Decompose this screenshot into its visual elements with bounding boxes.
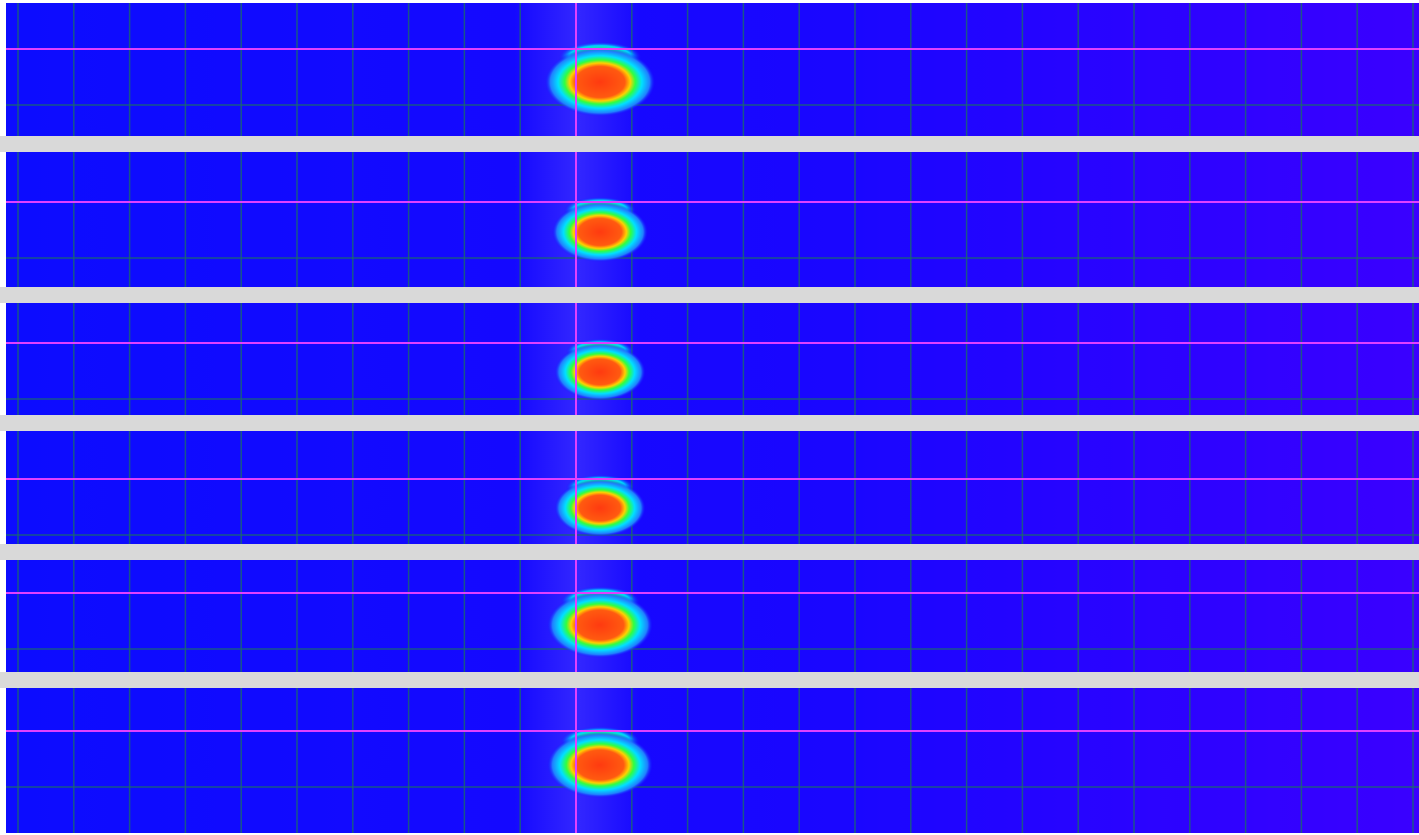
panel-bg [6,688,1419,833]
panel [6,423,1419,544]
panel-bg [6,152,1419,287]
beam-spot [554,480,645,537]
panel [6,675,1419,833]
panel-gap [0,415,1419,431]
beam-spot [547,592,653,658]
beam-spot [545,48,655,117]
panel [6,0,1419,136]
panel-bg [6,431,1419,544]
beam-spot [552,202,648,262]
panel-gap [0,136,1419,152]
panel-gap [0,672,1419,688]
panel-bg [6,560,1419,672]
panel-bg [6,3,1419,136]
panel [6,146,1419,287]
page: (() => { const data = JSON.parse(documen… [0,0,1419,835]
beam-spot [554,344,645,401]
panel-gap [0,287,1419,303]
panel-bg [6,303,1419,415]
beam-spot [547,732,653,798]
beam-profile-view [0,0,1419,835]
panel-gap [0,544,1419,560]
panel [6,287,1419,415]
